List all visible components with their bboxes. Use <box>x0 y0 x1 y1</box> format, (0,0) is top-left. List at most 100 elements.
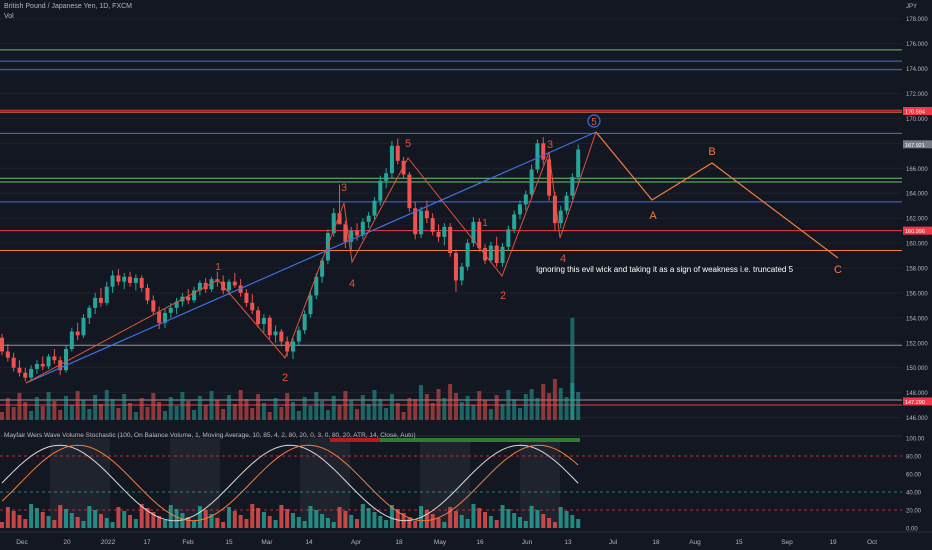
candle-body <box>296 330 301 342</box>
indicator-axis-label: 100.00 <box>906 437 925 443</box>
candle-body <box>523 194 528 205</box>
time-axis-label: 18 <box>652 539 660 546</box>
time-axis-label: 16 <box>476 539 484 546</box>
volume-bar <box>139 398 144 420</box>
candle-body <box>558 210 563 224</box>
candle-body <box>209 279 214 290</box>
price-tag <box>903 226 932 235</box>
indicator-histogram-bar <box>186 517 191 528</box>
candle-body <box>325 233 330 261</box>
indicator-state-bar <box>330 438 380 442</box>
candle-body <box>11 357 16 368</box>
time-axis-label: Jun <box>522 539 533 546</box>
indicator-histogram-bar <box>151 512 156 528</box>
volume-bar <box>261 403 266 420</box>
indicator-histogram-bar <box>477 508 482 528</box>
candle-body <box>494 245 499 263</box>
candle-body <box>0 337 4 352</box>
volume-bar <box>64 396 69 420</box>
indicator-histogram-bar <box>320 514 325 528</box>
candle-body <box>308 295 313 315</box>
volume-bar <box>174 406 179 420</box>
indicator-histogram-bar <box>11 511 16 528</box>
indicator-histogram-bar <box>302 521 307 528</box>
volume-bar <box>576 392 581 420</box>
volume-bar <box>558 388 563 420</box>
candle-body <box>46 356 51 367</box>
volume-bar <box>34 397 39 420</box>
volume-bar <box>488 409 493 420</box>
wave-path <box>25 131 597 384</box>
indicator-histogram-bar <box>547 518 552 528</box>
candle-body <box>128 276 133 283</box>
indicator-histogram-bar <box>407 517 412 528</box>
indicator-pane <box>0 435 902 528</box>
wave-label-1b: 1 <box>482 218 488 229</box>
candle-body <box>81 317 86 336</box>
indicator-state-bar <box>380 438 580 442</box>
volume-bar <box>162 411 167 420</box>
volume-bar <box>320 401 325 420</box>
indicator-histogram-bar <box>110 522 115 528</box>
volume-bar <box>93 395 98 420</box>
indicator-histogram-bar <box>535 510 540 528</box>
candle-body <box>87 307 92 318</box>
volume-bar <box>343 391 348 420</box>
candle-body <box>436 231 441 237</box>
time-axis-label: 15 <box>225 539 233 546</box>
candle-body <box>517 204 522 215</box>
candle-body <box>174 301 179 308</box>
candle-body <box>93 297 98 308</box>
volume-bar <box>145 407 150 420</box>
volume-bar <box>168 397 173 420</box>
volume-bar <box>110 399 115 420</box>
indicator-histogram-bar <box>384 520 389 528</box>
candle-body <box>401 160 406 175</box>
indicator-axis-label: 0.00 <box>906 527 918 533</box>
wave-label-1: 1 <box>215 262 221 273</box>
volume-bar <box>477 391 482 420</box>
wave-5-circle-marker <box>587 114 601 128</box>
volume-bar <box>69 405 74 420</box>
candle-body <box>192 290 197 301</box>
time-axis-label: Jul <box>609 539 618 546</box>
annotation-text: Ignoring this evil wick and taking it as… <box>536 265 794 274</box>
candle-body <box>448 226 453 254</box>
volume-bar <box>296 411 301 420</box>
price-axis-label: 158.000 <box>906 266 928 272</box>
candle-body <box>250 302 255 311</box>
candle-body <box>162 312 167 323</box>
indicator-histogram-bar <box>366 508 371 528</box>
volume-bar <box>5 398 10 420</box>
indicator-histogram-bar <box>465 519 470 528</box>
volume-bar <box>186 401 191 420</box>
wave-label-3b: 3 <box>547 139 553 151</box>
candle-body <box>52 356 57 361</box>
candle-body <box>570 176 575 196</box>
volume-bar <box>215 400 220 420</box>
price-axis-label: 166.000 <box>906 167 928 173</box>
candle-body <box>389 145 394 174</box>
indicator-histogram-bar <box>576 519 581 528</box>
indicator-histogram-bar <box>523 521 528 528</box>
volume-bar <box>98 404 103 420</box>
volume-bar <box>151 393 156 420</box>
wave-labels: 1 2 3 4 5 1 2 3 4 5 A B C Ignoring this … <box>215 117 842 384</box>
time-axis-label: 20 <box>63 539 71 546</box>
candle-body <box>34 363 39 369</box>
indicator-histogram-bar <box>104 518 109 528</box>
indicator-histogram-bar <box>232 511 237 528</box>
candle-body <box>139 277 144 288</box>
indicator-histogram-bar <box>570 515 575 528</box>
indicator-histogram-bar <box>139 504 144 528</box>
indicator-histogram-bar <box>267 516 272 528</box>
indicator-histogram-bar <box>209 514 214 528</box>
wave-label-a: A <box>649 210 657 222</box>
candle-body <box>244 292 249 303</box>
trend-line <box>25 131 597 384</box>
price-tag-label: 147.290 <box>905 400 925 406</box>
time-axis-label: Dec <box>16 539 28 546</box>
volume-bar <box>11 407 16 420</box>
